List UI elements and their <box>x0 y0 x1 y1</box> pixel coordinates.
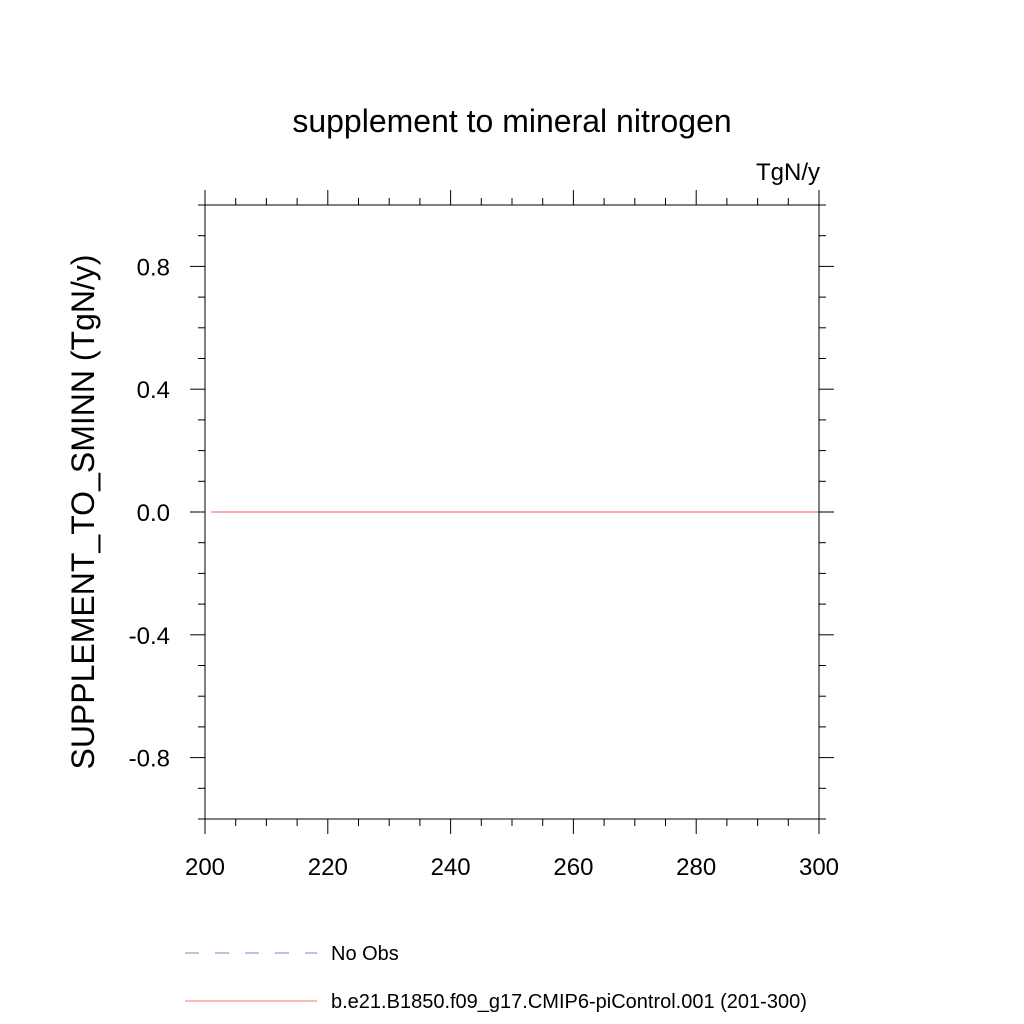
plot-frame <box>204 204 820 820</box>
x-tick-label-220: 220 <box>308 854 348 881</box>
chart-title: supplement to mineral nitrogen <box>292 103 731 139</box>
axes: 200 220 240 260 280 300 0.8 0.4 0.0 -0.4 -0.8 <box>129 190 839 881</box>
x-tick-label-300: 300 <box>799 854 839 881</box>
y-tick-label-0.8: 0.8 <box>137 254 170 281</box>
legend-label-control-run: b.e21.B1850.f09_g17.CMIP6-piControl.001 … <box>331 991 807 1013</box>
y-tick-label-0.4: 0.4 <box>137 377 170 404</box>
y-tick-label--0.4: -0.4 <box>129 623 170 650</box>
x-tick-label-240: 240 <box>431 854 471 881</box>
x-tick-label-260: 260 <box>553 854 593 881</box>
x-tick-label-280: 280 <box>676 854 716 881</box>
legend-label-no-obs: No Obs <box>331 943 399 965</box>
units-label: TgN/y <box>756 159 820 186</box>
x-tick-label-200: 200 <box>185 854 225 881</box>
y-axis-label: SUPPLEMENT_TO_SMINN (TgN/y) <box>65 254 101 769</box>
y-tick-label--0.8: -0.8 <box>129 746 170 773</box>
legend: No Obs b.e21.B1850.f09_g17.CMIP6-piContr… <box>185 943 807 1013</box>
y-tick-label-0: 0.0 <box>137 500 170 527</box>
